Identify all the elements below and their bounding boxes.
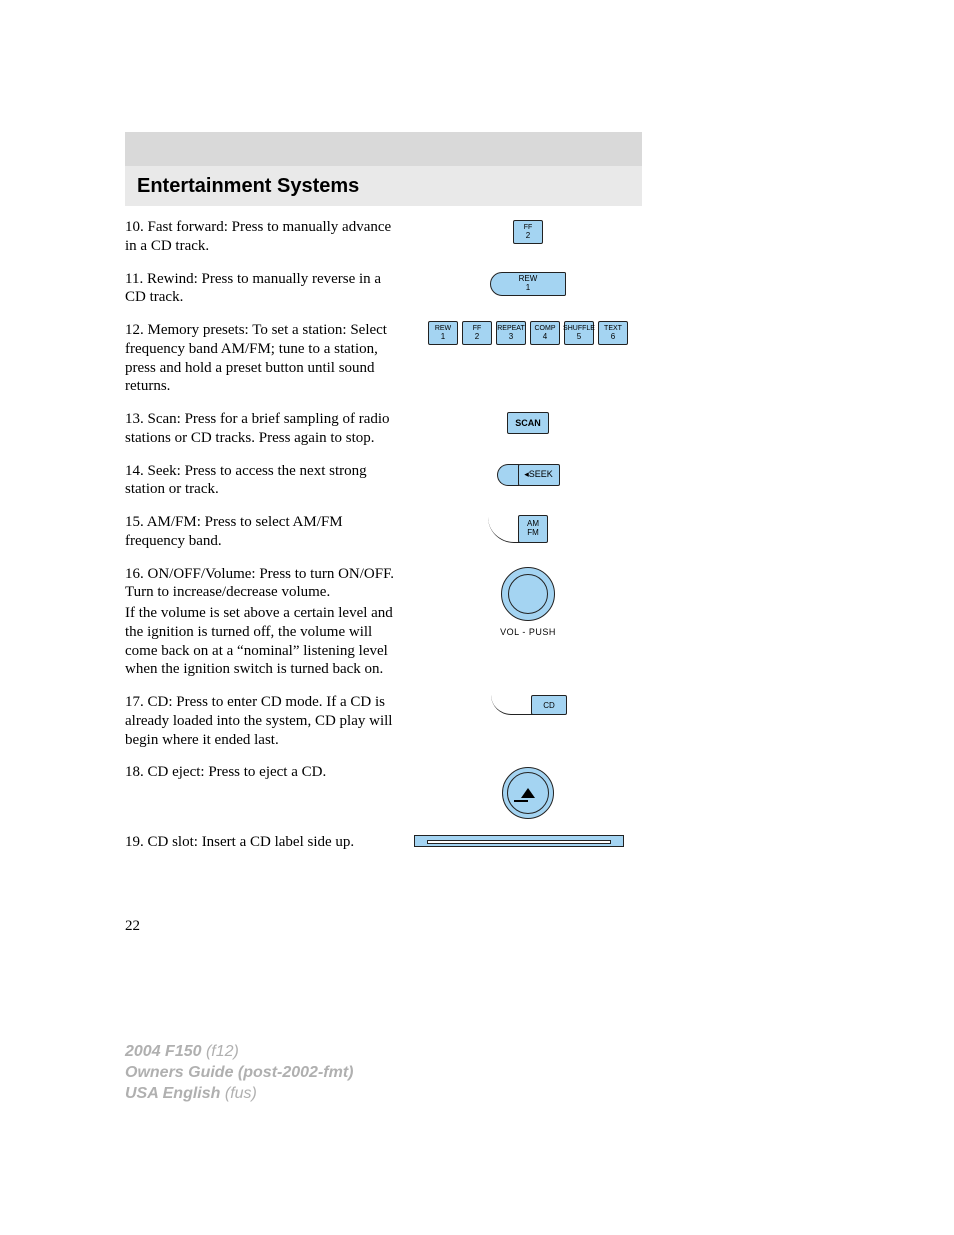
volume-knob-icon: VOL - PUSH (500, 567, 556, 637)
item-text: 10. Fast forward: Press to manually adva… (125, 218, 414, 256)
seek-figure: ◂SEEK (414, 462, 642, 486)
item-scan: 13. Scan: Press for a brief sampling of … (125, 410, 642, 448)
cd-figure: CD (414, 693, 642, 721)
preset-6-icon: TEXT 6 (598, 321, 628, 345)
footer-line-3: USA English (fus) (125, 1084, 353, 1105)
amfm-figure: AM FM (414, 513, 642, 545)
rew-button-icon: REW 1 (490, 272, 566, 296)
slot-figure (414, 833, 642, 847)
item-text: 16. ON/OFF/Volume: Press to turn ON/OFF.… (125, 565, 414, 680)
volume-figure: VOL - PUSH (414, 565, 642, 637)
item-text: 18. CD eject: Press to eject a CD. (125, 763, 414, 782)
item-text: 14. Seek: Press to access the next stron… (125, 462, 414, 500)
preset-5-icon: SHUFFLE 5 (564, 321, 594, 345)
item-fast-forward: 10. Fast forward: Press to manually adva… (125, 218, 642, 256)
item-slot: 19. CD slot: Insert a CD label side up. (125, 833, 642, 852)
item-rewind: 11. Rewind: Press to manually reverse in… (125, 270, 642, 308)
page-number: 22 (125, 918, 140, 935)
scan-button-icon: SCAN (507, 412, 549, 434)
item-presets: 12. Memory presets: To set a station: Se… (125, 321, 642, 396)
item-seek: 14. Seek: Press to access the next stron… (125, 462, 642, 500)
knob-icon (501, 567, 555, 621)
seek-button-icon: ◂SEEK (497, 464, 560, 486)
eject-figure (414, 763, 642, 819)
footer-line-1: 2004 F150 (f12) (125, 1042, 353, 1063)
item-text: 15. AM/FM: Press to select AM/FM frequen… (125, 513, 414, 551)
eject-button-icon (502, 767, 554, 819)
amfm-curve-icon (488, 517, 520, 543)
content-body: 10. Fast forward: Press to manually adva… (125, 218, 642, 866)
preset-4-icon: COMP 4 (530, 321, 560, 345)
eject-bar-icon (514, 800, 528, 802)
eject-triangle-icon (521, 788, 535, 798)
preset-3-icon: REPEAT 3 (496, 321, 526, 345)
seek-tail-icon (497, 464, 519, 486)
cd-curve-icon (491, 695, 533, 715)
cd-button-icon: CD (483, 695, 573, 721)
amfm-button-icon: AM FM (488, 515, 568, 545)
preset-1-icon: REW 1 (428, 321, 458, 345)
section-title: Entertainment Systems (137, 175, 359, 198)
ff-button-icon: FF 2 (513, 220, 543, 244)
volume-note: If the volume is set above a certain lev… (125, 604, 404, 679)
scan-figure: SCAN (414, 410, 642, 434)
section-header: Entertainment Systems (125, 166, 642, 206)
item-text: 11. Rewind: Press to manually reverse in… (125, 270, 414, 308)
preset-2-icon: FF 2 (462, 321, 492, 345)
item-cd: 17. CD: Press to enter CD mode. If a CD … (125, 693, 642, 749)
item-text: 13. Scan: Press for a brief sampling of … (125, 410, 414, 448)
presets-figure: REW 1 FF 2 REPEAT 3 COMP 4 SHUFFLE 5 (414, 321, 642, 345)
item-eject: 18. CD eject: Press to eject a CD. (125, 763, 642, 819)
top-gray-bar (125, 132, 642, 166)
footer-line-2: Owners Guide (post-2002-fmt) (125, 1063, 353, 1084)
item-volume: 16. ON/OFF/Volume: Press to turn ON/OFF.… (125, 565, 642, 680)
item-text: 12. Memory presets: To set a station: Se… (125, 321, 414, 396)
rew-button-figure: REW 1 (414, 270, 642, 296)
ff-button-figure: FF 2 (414, 218, 642, 244)
item-text: 17. CD: Press to enter CD mode. If a CD … (125, 693, 414, 749)
footer-block: 2004 F150 (f12) Owners Guide (post-2002-… (125, 1042, 353, 1104)
presets-row: REW 1 FF 2 REPEAT 3 COMP 4 SHUFFLE 5 (428, 321, 628, 345)
item-amfm: 15. AM/FM: Press to select AM/FM frequen… (125, 513, 642, 551)
cd-slot-icon (414, 835, 624, 847)
item-text: 19. CD slot: Insert a CD label side up. (125, 833, 414, 852)
